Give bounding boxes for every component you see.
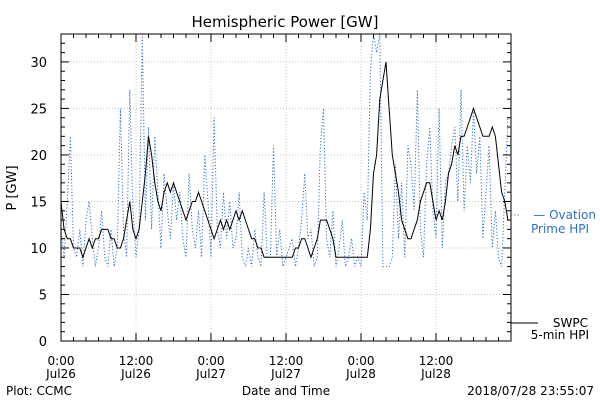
legend-ovation-line2: Prime HPI [531,222,589,236]
footer-timestamp: 2018/07/28 23:55:07 [467,384,594,398]
grid-layer [61,34,511,341]
y-tick-label: 20 [30,149,47,164]
x-tick-label-date: Jul26 [45,367,76,381]
x-tick-label-date: Jul28 [420,367,451,381]
series-ovation-line [60,33,509,268]
x-tick-label-time: 0:00 [198,354,225,368]
y-tick-label: 15 [30,195,47,210]
series-swpc-line [60,61,509,259]
x-tick-label-date: Jul27 [270,367,301,381]
chart-title: Hemispheric Power [GW] [192,13,379,31]
x-axis-label: Date and Time [242,384,330,398]
x-tick-label-time: 12:00 [119,354,154,368]
y-tick-label: 0 [39,335,47,350]
x-tick-label-date: Jul28 [345,367,376,381]
x-tick-label-date: Jul27 [195,367,226,381]
x-tick-label-date: Jul26 [120,367,151,381]
legend-ovation: — Ovation Prime HPI [511,208,596,236]
legend-ovation-line1: — Ovation [533,208,596,222]
x-tick-label-time: 12:00 [269,354,304,368]
x-tick-label-time: 0:00 [348,354,375,368]
legend-swpc-line2: 5-min HPI [531,328,589,342]
y-tick-label: 5 [39,288,47,303]
footer-plot-source: Plot: CCMC [6,384,72,398]
swpc-5min-hpi-line [60,61,509,259]
x-tick-label-time: 12:00 [419,354,454,368]
y-axis: 0 5 10 15 20 25 30 [30,33,511,350]
y-tick-label: 10 [30,242,47,257]
y-tick-label: 30 [30,56,47,71]
x-axis: 0:00Jul2612:00Jul260:00Jul2712:00Jul270:… [45,34,512,381]
ovation-prime-hpi-line [60,33,509,268]
y-axis-label: P [GW] [5,165,20,210]
x-tick-label-time: 0:00 [48,354,75,368]
y-tick-label: 25 [30,102,47,117]
legend-swpc-line1: SWPC [553,316,588,330]
legend-swpc: SWPC 5-min HPI [511,316,589,342]
